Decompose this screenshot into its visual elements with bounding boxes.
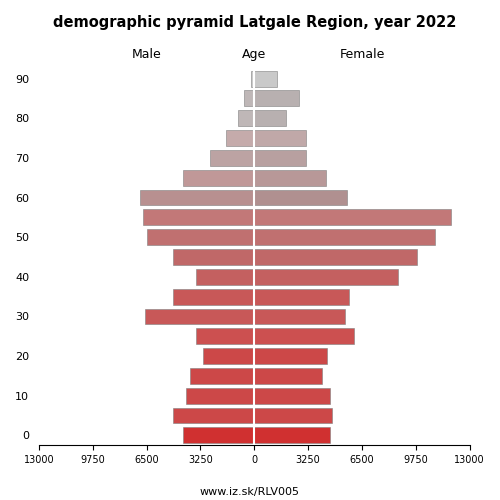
Bar	[183, 170, 254, 186]
Bar	[254, 348, 327, 364]
Bar	[173, 249, 254, 265]
Bar	[254, 150, 306, 166]
Bar	[210, 150, 254, 166]
Bar	[145, 308, 254, 324]
Bar	[186, 388, 254, 404]
Bar	[254, 229, 435, 245]
Text: Age: Age	[242, 48, 266, 60]
Bar	[173, 408, 254, 424]
Bar	[196, 269, 254, 284]
Bar	[244, 90, 254, 106]
Title: demographic pyramid Latgale Region, year 2022: demographic pyramid Latgale Region, year…	[52, 15, 456, 30]
Bar	[254, 428, 330, 444]
Bar	[254, 308, 346, 324]
Bar	[190, 368, 254, 384]
Bar	[254, 408, 332, 424]
Text: www.iz.sk/RLV005: www.iz.sk/RLV005	[200, 487, 300, 497]
Bar	[250, 70, 254, 86]
Bar	[146, 229, 254, 245]
Bar	[254, 70, 277, 86]
Bar	[254, 368, 322, 384]
Bar	[254, 249, 416, 265]
Bar	[254, 170, 326, 186]
Bar	[254, 110, 286, 126]
Bar	[143, 210, 254, 226]
Bar	[226, 130, 254, 146]
Bar	[254, 288, 348, 304]
Bar	[140, 190, 254, 206]
Bar	[254, 90, 299, 106]
Text: Female: Female	[340, 48, 384, 60]
Bar	[254, 328, 354, 344]
Bar	[173, 288, 254, 304]
Bar	[254, 388, 330, 404]
Text: Male: Male	[132, 48, 162, 60]
Bar	[254, 269, 398, 284]
Bar	[254, 130, 306, 146]
Bar	[238, 110, 254, 126]
Bar	[196, 328, 254, 344]
Bar	[203, 348, 254, 364]
Bar	[183, 428, 254, 444]
Bar	[254, 190, 347, 206]
Bar	[254, 210, 452, 226]
